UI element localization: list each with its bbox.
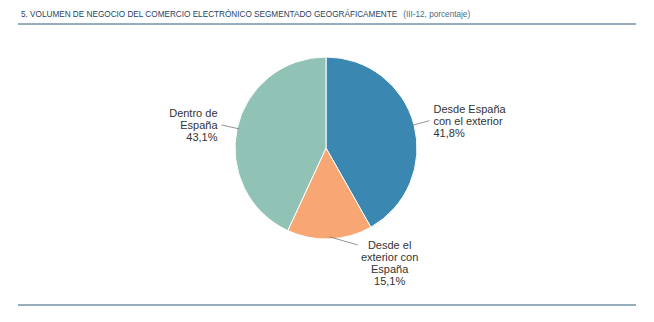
slice-label-line: España [371, 263, 409, 275]
slice-label-line: Desde el [368, 239, 411, 251]
slice-label-line: España [180, 119, 218, 131]
slice-label-line: Dentro de [169, 107, 217, 119]
chart: 5. VOLUMEN DE NEGOCIO DEL COMERCIO ELECT… [0, 0, 654, 322]
slice-label: Dentro deEspaña [169, 107, 218, 131]
slice-label: Desde elexterior conEspaña [361, 239, 418, 275]
slices [235, 57, 417, 239]
slice-label-line: con el exterior [433, 115, 502, 127]
title: 5. VOLUMEN DE NEGOCIO DEL COMERCIO ELECT… [21, 9, 398, 19]
footer-rule [18, 305, 636, 306]
subtitle: (III-12, porcentaje) [403, 10, 470, 19]
pie-slice [235, 57, 326, 231]
title-group: 5. VOLUMEN DE NEGOCIO DEL COMERCIO ELECT… [21, 9, 470, 19]
slice-label-line: Desde España [433, 103, 506, 115]
header-rule [18, 24, 636, 25]
data-label: 43,1% [186, 131, 217, 143]
leader-line [412, 121, 429, 126]
leader-line [222, 125, 240, 129]
data-label: 15,1% [374, 275, 405, 287]
slice-label: Desde Españacon el exterior [433, 103, 506, 127]
leader-line [330, 237, 358, 245]
labels: Desde Españacon el exterior41,8% Desde el… [169, 103, 506, 287]
data-label: 41,8% [433, 127, 464, 139]
slice-label-line: exterior con [361, 251, 418, 263]
